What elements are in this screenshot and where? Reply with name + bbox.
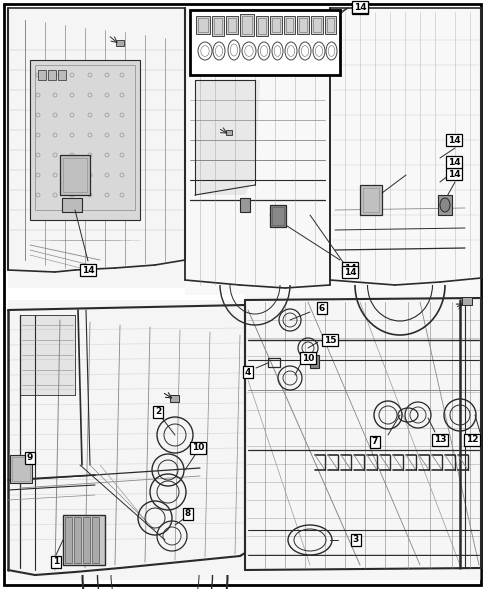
Bar	[35, 65, 135, 210]
Text: 6: 6	[318, 303, 324, 313]
Bar	[10, 455, 32, 483]
Bar	[268, 358, 279, 367]
Text: 3: 3	[352, 535, 358, 544]
Text: 9: 9	[27, 454, 33, 462]
Bar	[190, 10, 339, 75]
Bar	[226, 130, 231, 135]
Bar	[286, 18, 292, 32]
Text: 10: 10	[191, 444, 204, 452]
Bar	[359, 185, 381, 215]
Text: 14: 14	[81, 266, 94, 274]
Bar	[284, 16, 294, 34]
Bar	[38, 70, 46, 80]
Polygon shape	[8, 8, 184, 288]
Text: 14: 14	[353, 2, 365, 12]
Bar	[272, 18, 279, 32]
Text: 15: 15	[323, 336, 335, 345]
Text: 8: 8	[184, 509, 191, 518]
Text: 14: 14	[353, 4, 365, 12]
Polygon shape	[244, 295, 480, 580]
Bar	[58, 70, 66, 80]
Bar	[60, 155, 90, 195]
Bar	[270, 205, 286, 227]
Text: 14: 14	[447, 135, 459, 144]
Text: 14: 14	[447, 157, 459, 167]
Polygon shape	[329, 8, 480, 295]
Bar	[74, 517, 81, 563]
Bar	[170, 395, 179, 402]
Bar	[298, 18, 306, 32]
Bar	[362, 188, 378, 212]
Bar	[461, 297, 471, 305]
Bar	[197, 18, 208, 32]
Text: 14: 14	[343, 267, 356, 276]
Polygon shape	[20, 315, 75, 395]
Bar	[30, 60, 140, 220]
Bar	[92, 517, 99, 563]
Bar	[196, 16, 210, 34]
Text: 2: 2	[154, 408, 161, 416]
Bar	[256, 16, 268, 36]
Bar	[83, 517, 90, 563]
Bar	[48, 70, 56, 80]
Bar	[272, 207, 284, 225]
Bar	[116, 40, 124, 46]
Bar	[326, 18, 333, 32]
Bar	[324, 16, 335, 34]
Bar	[312, 18, 320, 32]
Bar	[227, 18, 236, 32]
Bar	[437, 195, 451, 215]
Bar	[62, 198, 82, 212]
Bar	[454, 140, 461, 145]
Bar	[65, 517, 72, 563]
Bar	[257, 18, 265, 34]
Bar	[240, 198, 249, 212]
Text: 12: 12	[465, 435, 477, 445]
Bar	[310, 16, 322, 34]
Text: 10: 10	[301, 353, 314, 362]
Bar	[242, 16, 252, 34]
Bar	[63, 158, 87, 192]
Bar	[270, 16, 281, 34]
Bar	[212, 16, 224, 36]
Text: 7: 7	[371, 438, 378, 446]
Text: 14: 14	[343, 263, 356, 273]
Text: 14: 14	[447, 170, 459, 178]
Bar	[309, 355, 318, 368]
Ellipse shape	[439, 198, 449, 212]
Bar	[12, 457, 30, 481]
Text: 1: 1	[53, 558, 59, 567]
Polygon shape	[195, 80, 259, 195]
Text: 13: 13	[433, 435, 445, 445]
Bar	[240, 14, 254, 36]
Bar	[296, 16, 308, 34]
Polygon shape	[8, 300, 244, 580]
Bar	[226, 16, 238, 34]
Polygon shape	[184, 8, 329, 295]
Text: 4: 4	[244, 368, 251, 376]
Bar	[213, 18, 222, 34]
Bar	[63, 515, 105, 565]
